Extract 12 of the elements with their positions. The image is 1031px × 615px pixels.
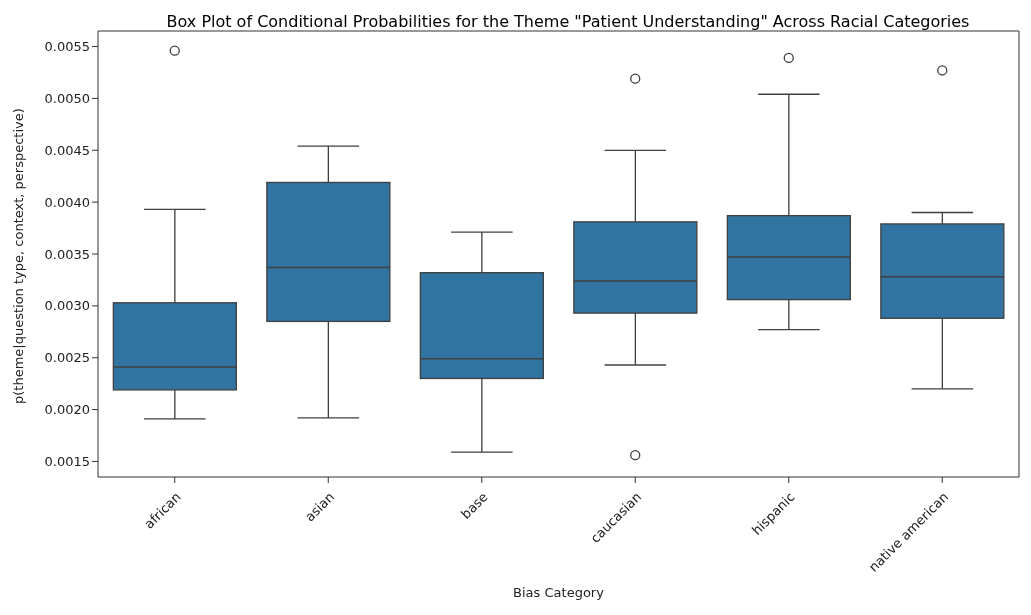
- y-tick-label: 0.0040: [44, 194, 90, 210]
- y-tick-label: 0.0045: [44, 142, 90, 158]
- x-axis-title: Bias Category: [513, 585, 605, 600]
- y-tick-label: 0.0025: [44, 350, 90, 366]
- y-tick-label: 0.0020: [44, 402, 90, 418]
- y-axis-title: p(theme|question type, context, perspective): [10, 108, 26, 404]
- chart-title: Box Plot of Conditional Probabilities for the Theme "Patient Understanding" Across Racial Categories: [166, 11, 970, 31]
- y-tick-label: 0.0015: [44, 454, 90, 470]
- y-tick-label: 0.0050: [44, 91, 90, 107]
- y-tick-label: 0.0030: [44, 298, 90, 314]
- y-tick-label: 0.0055: [44, 39, 90, 55]
- y-tick-label: 0.0035: [44, 246, 90, 262]
